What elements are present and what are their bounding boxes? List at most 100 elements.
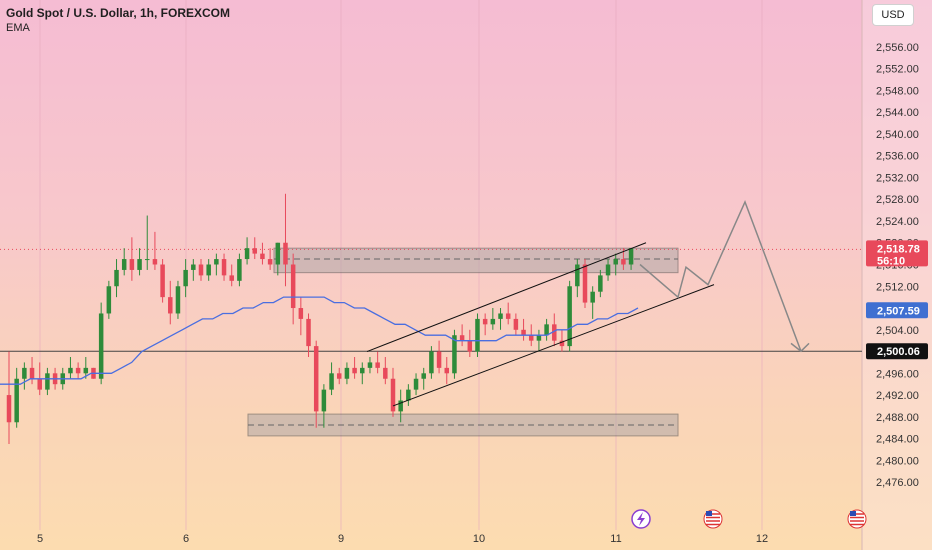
candle-body[interactable]	[321, 389, 327, 412]
candle-body[interactable]	[290, 264, 296, 309]
countdown-text: 56:10	[877, 255, 905, 267]
candle-body[interactable]	[298, 308, 304, 319]
channel-lower-line[interactable]	[392, 284, 715, 407]
candle-body[interactable]	[444, 367, 450, 374]
candle-body[interactable]	[198, 264, 204, 276]
candle-body[interactable]	[237, 259, 242, 281]
candle-body[interactable]	[375, 362, 380, 368]
candle-body[interactable]	[552, 324, 557, 341]
candle-body[interactable]	[536, 335, 542, 341]
candle-body[interactable]	[6, 395, 12, 423]
candle-body[interactable]	[413, 378, 419, 390]
candle-body[interactable]	[605, 264, 611, 276]
candle-body[interactable]	[575, 264, 580, 287]
ema-line[interactable]	[0, 296, 639, 385]
price-tick-label: 2,536.00	[876, 151, 919, 163]
ema-indicator-label[interactable]: EMA	[6, 22, 30, 34]
candle-body[interactable]	[429, 351, 434, 374]
candle-body[interactable]	[168, 297, 173, 314]
candle-body[interactable]	[352, 367, 357, 374]
candle-body[interactable]	[129, 259, 135, 270]
candle-body[interactable]	[383, 367, 388, 379]
candle-body[interactable]	[567, 286, 572, 347]
candle-body[interactable]	[313, 346, 319, 412]
candle-body[interactable]	[528, 335, 534, 341]
candle-body[interactable]	[329, 373, 334, 390]
candle-body[interactable]	[613, 259, 618, 265]
candle-body[interactable]	[344, 367, 350, 379]
candle-body[interactable]	[37, 378, 42, 390]
candle-body[interactable]	[175, 286, 181, 314]
candle-body[interactable]	[590, 291, 595, 303]
candle-body[interactable]	[114, 269, 119, 287]
channel-upper-line[interactable]	[366, 242, 647, 353]
level-price-badge-text: 2,500.06	[877, 346, 920, 358]
candle-body[interactable]	[582, 264, 588, 303]
candle-body[interactable]	[137, 259, 142, 270]
candle-body[interactable]	[360, 367, 365, 374]
candle-body[interactable]	[521, 329, 526, 336]
current-price-text: 2,518.78	[877, 243, 920, 255]
time-tick-label: 11	[610, 533, 621, 545]
candle-body[interactable]	[406, 389, 411, 401]
candle-body[interactable]	[121, 259, 127, 270]
candle-body[interactable]	[267, 259, 273, 265]
candle-body[interactable]	[482, 318, 488, 325]
candle-body[interactable]	[106, 286, 112, 314]
candle-body[interactable]	[621, 259, 626, 265]
candle-body[interactable]	[505, 313, 511, 319]
candle-body[interactable]	[390, 378, 396, 412]
candle-body[interactable]	[83, 367, 89, 374]
resistance-zone[interactable]	[273, 247, 679, 274]
candle-body[interactable]	[214, 259, 219, 265]
candle-body[interactable]	[459, 335, 465, 341]
candle-body[interactable]	[22, 367, 27, 379]
candle-body[interactable]	[498, 313, 503, 319]
candle-body[interactable]	[191, 264, 196, 270]
ema-price-badge-text: 2,507.59	[877, 305, 920, 317]
candle-body[interactable]	[229, 275, 234, 281]
candle-body[interactable]	[544, 324, 549, 336]
candle-body[interactable]	[490, 318, 496, 325]
candle-body[interactable]	[98, 313, 104, 379]
price-tick-label: 2,496.00	[876, 368, 919, 380]
candle-body[interactable]	[75, 367, 81, 374]
candle-body[interactable]	[336, 373, 342, 379]
time-tick-label: 9	[338, 533, 344, 545]
candle-body[interactable]	[398, 400, 403, 412]
candle-body[interactable]	[29, 367, 35, 379]
candle-body[interactable]	[275, 242, 281, 265]
candle-body[interactable]	[559, 340, 565, 347]
candle-body[interactable]	[244, 248, 250, 260]
candle-body[interactable]	[306, 318, 311, 347]
candle-body[interactable]	[436, 351, 442, 368]
candle-body[interactable]	[183, 269, 188, 287]
candle-body[interactable]	[14, 378, 19, 423]
flag-canton	[706, 511, 712, 516]
candle-body[interactable]	[252, 248, 258, 254]
price-tick-label: 2,548.00	[876, 85, 919, 97]
candle-body[interactable]	[467, 340, 473, 352]
candle-body[interactable]	[68, 367, 73, 374]
candle-body[interactable]	[452, 335, 457, 374]
candle-body[interactable]	[221, 259, 227, 276]
candle-body[interactable]	[152, 259, 158, 265]
ema-price-badge	[866, 302, 928, 319]
candle-body[interactable]	[144, 259, 150, 261]
candle-body[interactable]	[367, 362, 373, 368]
currency-button[interactable]: USD	[872, 4, 914, 26]
price-tick-label: 2,552.00	[876, 64, 919, 76]
candle-body[interactable]	[628, 248, 634, 265]
candle-body[interactable]	[283, 242, 288, 265]
projection-path[interactable]	[639, 199, 802, 352]
candle-body[interactable]	[206, 264, 211, 276]
candle-body[interactable]	[260, 253, 265, 260]
candle-body[interactable]	[421, 373, 426, 379]
candle-body[interactable]	[598, 275, 603, 292]
candle-body[interactable]	[475, 318, 480, 352]
candle-body[interactable]	[160, 264, 165, 298]
candle-body[interactable]	[45, 373, 50, 390]
candle-body[interactable]	[513, 318, 519, 330]
